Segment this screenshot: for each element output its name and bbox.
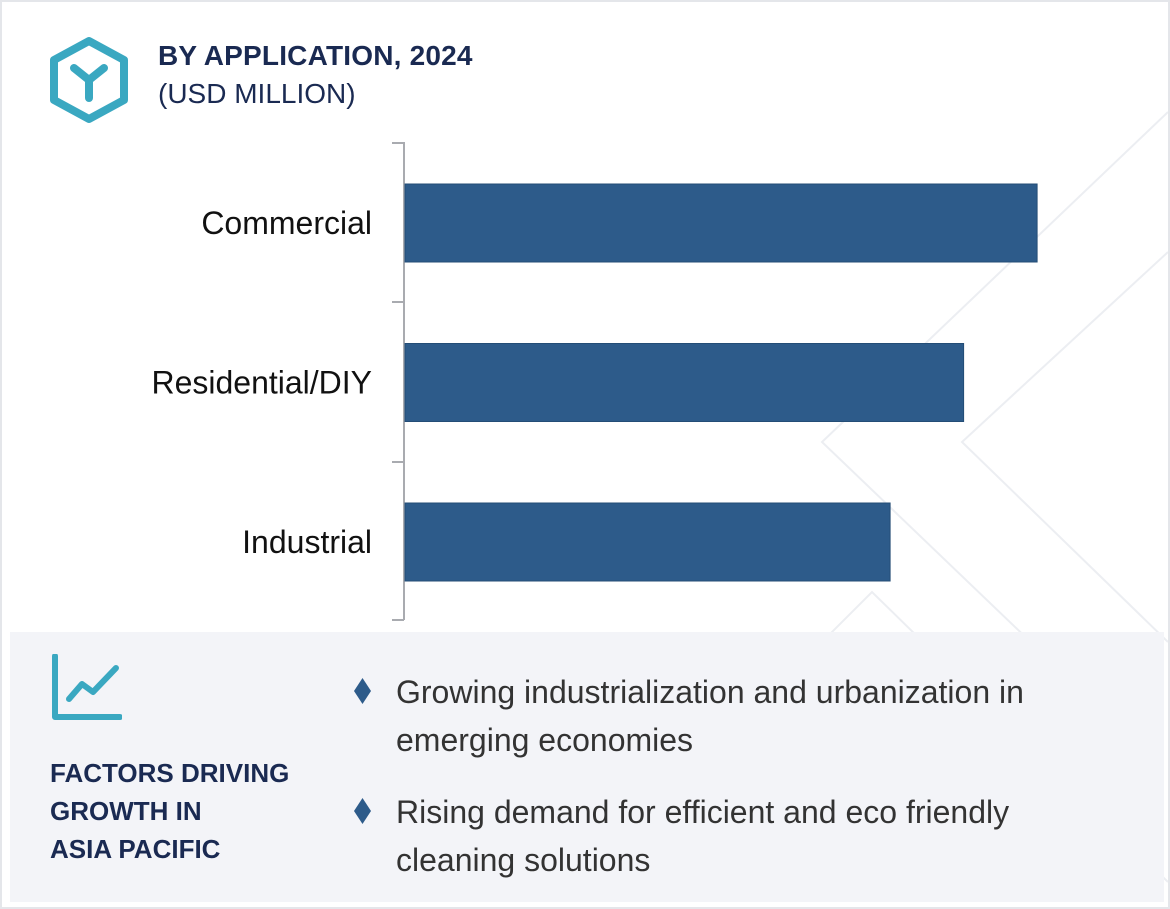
- chart-subtitle: (USD MILLION): [158, 78, 356, 109]
- category-label: Industrial: [242, 524, 372, 560]
- bar-commercial: [404, 183, 1038, 263]
- factor-text-line: Growing industrialization and urbanizati…: [396, 674, 1024, 710]
- category-label: Commercial: [201, 205, 372, 241]
- factor-text-line: Rising demand for efficient and eco frie…: [396, 794, 1010, 830]
- factor-item: Growing industrialization and urbanizati…: [354, 668, 1134, 764]
- trend-chart-icon: [52, 654, 122, 720]
- bar-residential-diy: [404, 343, 965, 422]
- factor-text-line: cleaning solutions: [396, 842, 651, 878]
- category-label: Residential/DIY: [151, 365, 372, 401]
- growth-factors-panel: FACTORS DRIVING GROWTH IN ASIA PACIFIC G…: [10, 632, 1164, 902]
- factors-title: FACTORS DRIVING GROWTH IN ASIA PACIFIC: [50, 754, 330, 868]
- factor-text: Rising demand for efficient and eco frie…: [396, 788, 1009, 884]
- factor-text: Growing industrialization and urbanizati…: [396, 668, 1024, 764]
- diamond-bullet-icon: [354, 678, 371, 704]
- bar-industrial: [404, 502, 891, 582]
- factors-title-line: GROWTH IN: [50, 796, 202, 826]
- factors-title-line: FACTORS DRIVING: [50, 758, 290, 788]
- category-axis: [392, 142, 405, 621]
- hexagon-y-logo-icon: [50, 37, 128, 123]
- factors-title-line: ASIA PACIFIC: [50, 834, 221, 864]
- chart-title: BY APPLICATION, 2024: [158, 40, 473, 71]
- bar-chart: Commercial Residential/DIY Industrial: [151, 142, 1038, 621]
- factor-text-line: emerging economies: [396, 722, 694, 758]
- diamond-bullet-icon: [354, 798, 371, 824]
- factor-item: Rising demand for efficient and eco frie…: [354, 788, 1134, 884]
